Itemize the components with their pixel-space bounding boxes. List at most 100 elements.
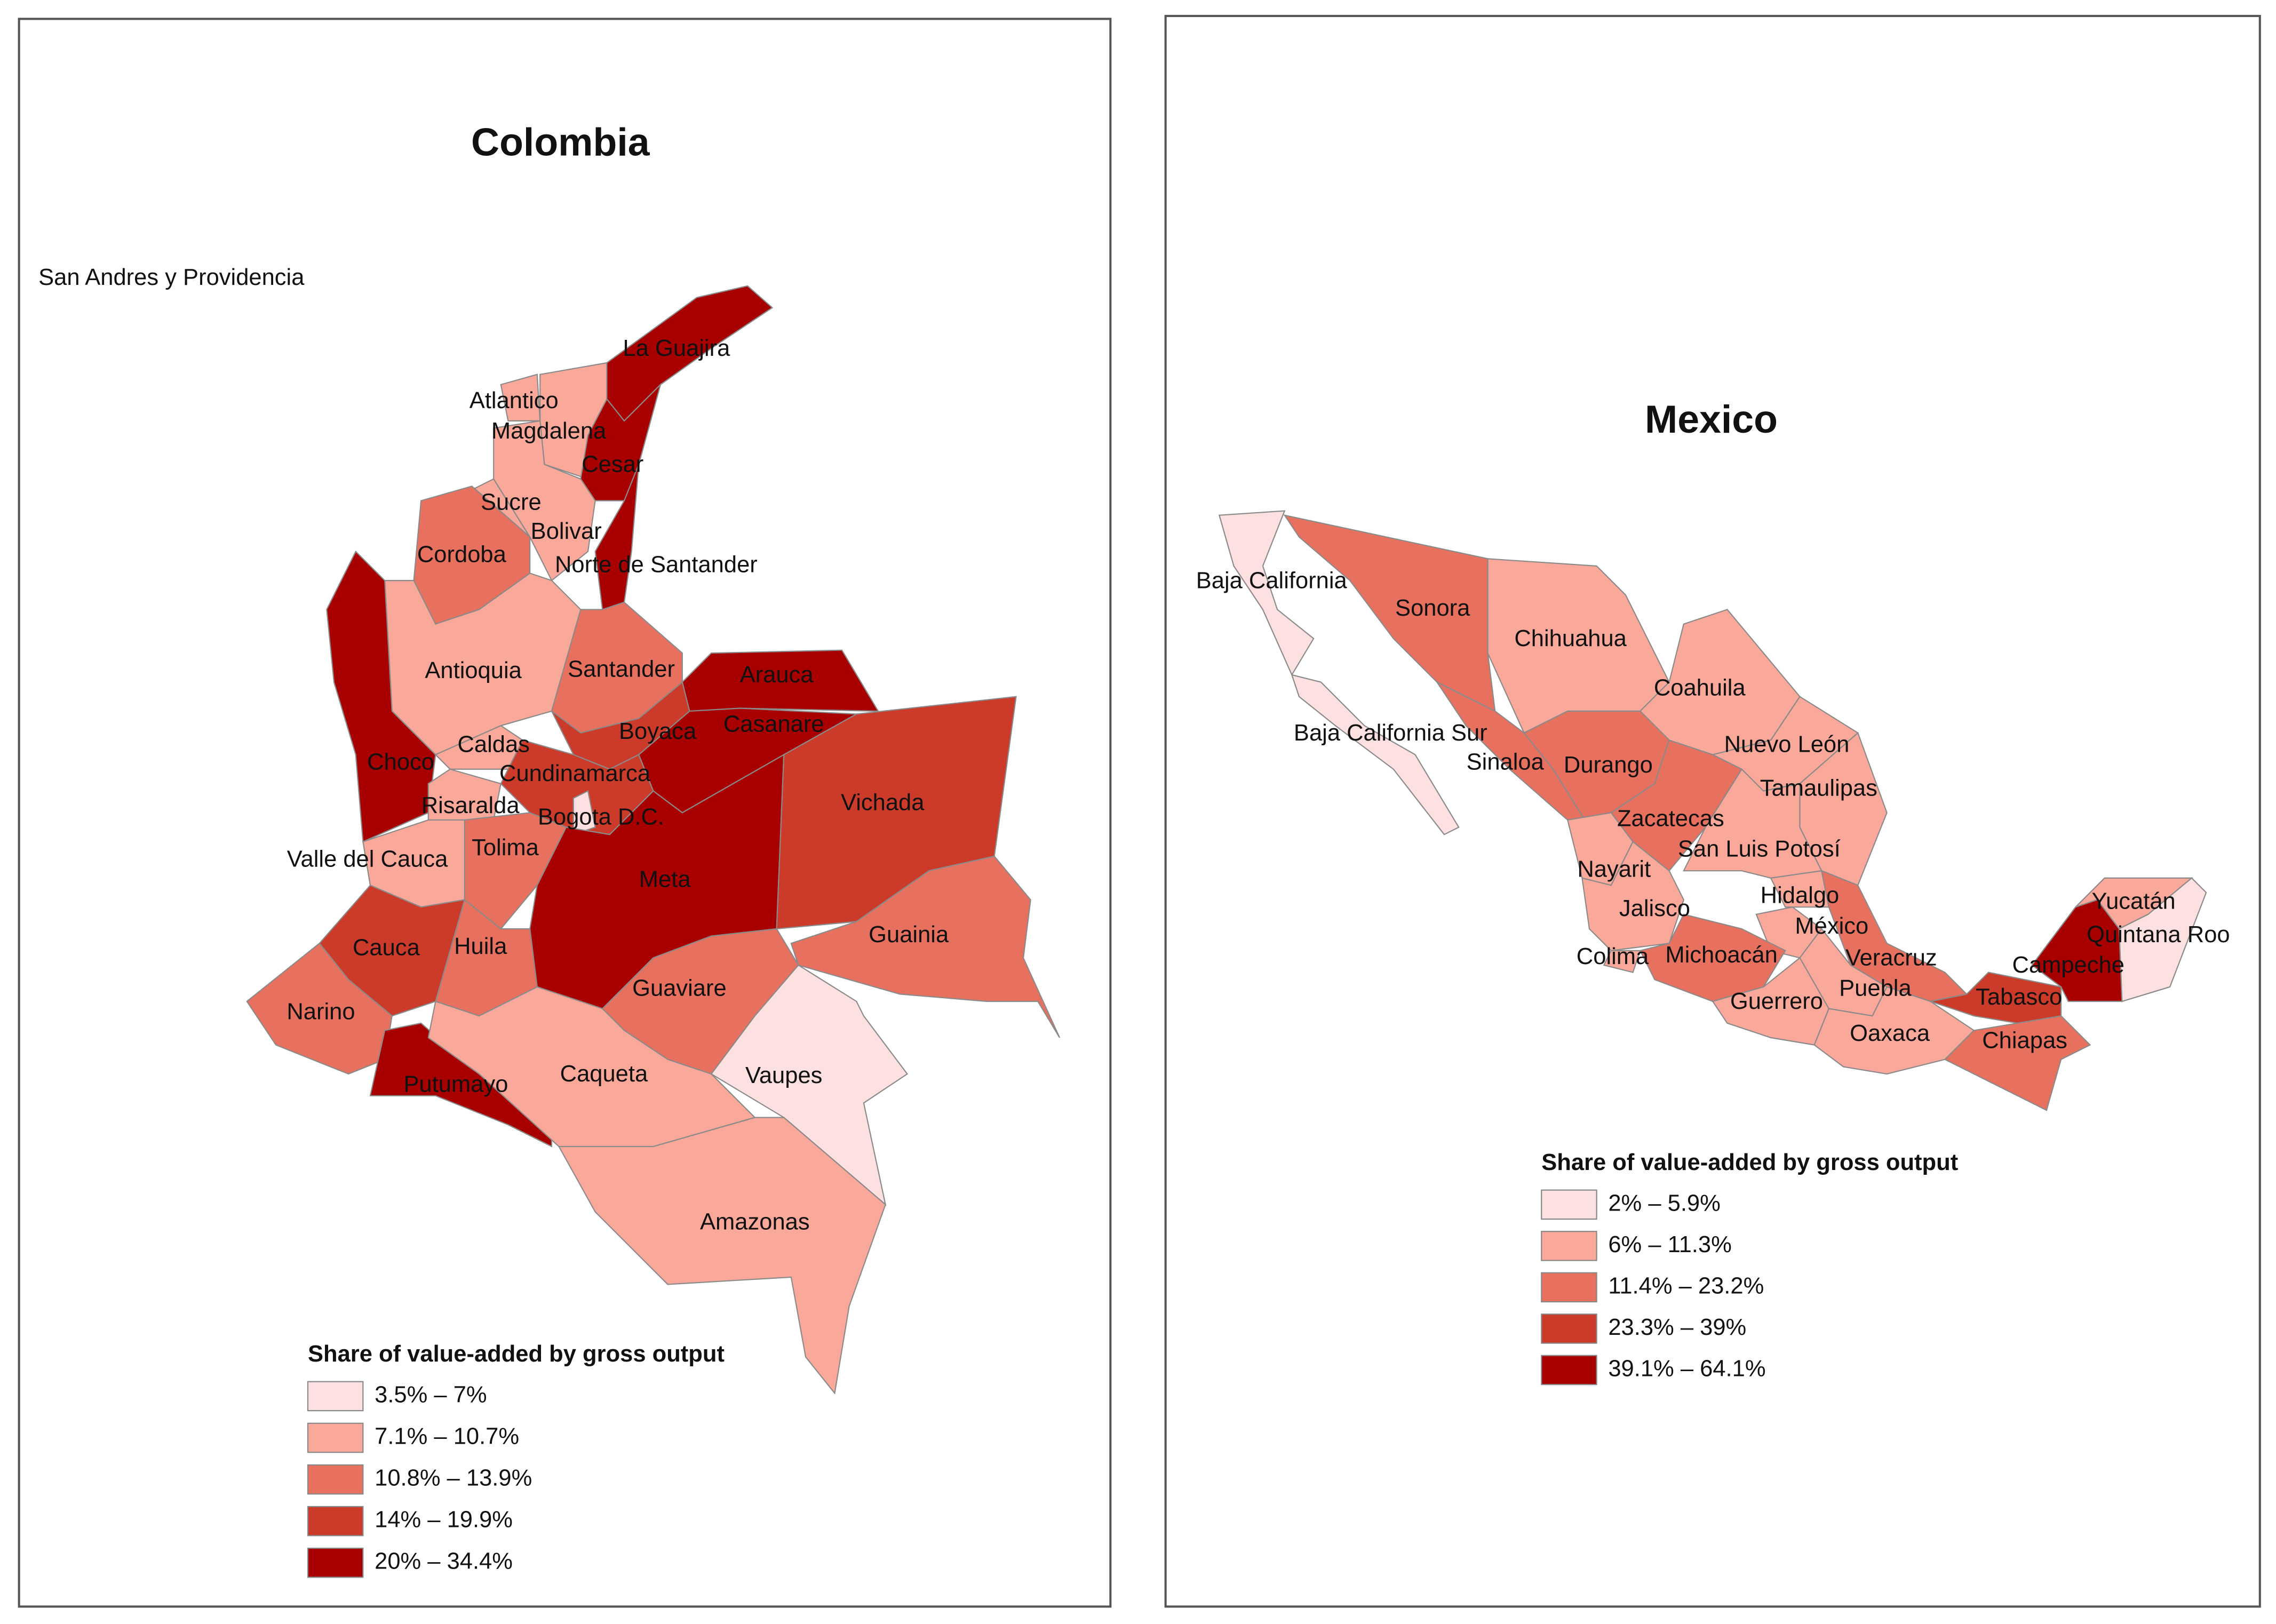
region-label: Cundinamarca <box>499 761 651 786</box>
legend-title: Share of value-added by gross output <box>1541 1150 1958 1175</box>
region-label: Bolivar <box>531 519 602 544</box>
legend-swatch <box>307 1381 364 1412</box>
region-label: Veracruz <box>1845 945 1937 971</box>
region-label: Sucre <box>481 489 542 515</box>
region-label: Campeche <box>2012 952 2124 978</box>
region-label: Narino <box>287 999 355 1024</box>
region <box>1291 674 1460 835</box>
region-label: Risaralda <box>421 793 520 818</box>
region-label: Nayarit <box>1577 857 1651 882</box>
region-label: Guaviare <box>632 976 727 1001</box>
region-label: Boyaca <box>619 719 697 744</box>
region-label: Nuevo León <box>1724 732 1850 758</box>
legend-swatch <box>307 1464 364 1495</box>
legend-label: 10.8% – 13.9% <box>375 1466 532 1491</box>
region <box>1944 1015 2091 1111</box>
legend-label: 11.4% – 23.2% <box>1608 1273 1764 1299</box>
region-label: Vichada <box>841 790 925 816</box>
region-label: Valle del Cauca <box>287 847 448 872</box>
region-label: Meta <box>639 867 691 893</box>
region-label: Norte de Santander <box>555 552 758 577</box>
region <box>493 420 596 582</box>
region-label: Sonora <box>1395 595 1470 621</box>
labels: Colombia San Andres y Providencia La Guaji… <box>38 120 2230 1578</box>
region <box>1928 972 2062 1024</box>
legend-swatch <box>307 1422 364 1453</box>
region-label: Arauca <box>740 662 814 688</box>
region-label: Puebla <box>1839 976 1912 1001</box>
region-label: Michoacán <box>1665 942 1777 968</box>
legend-label: 20% – 34.4% <box>375 1549 513 1574</box>
map-title: Mexico <box>1645 397 1778 441</box>
region-label: Jalisco <box>1619 896 1690 921</box>
region-label: La Guajira <box>623 336 731 361</box>
region-label: San Andres y Providencia <box>38 265 305 290</box>
region <box>2031 899 2123 1002</box>
region-label: San Luis Potosí <box>1678 837 1841 862</box>
region-label: Putumayo <box>403 1071 508 1097</box>
region-label: Cesar <box>582 452 643 477</box>
legend-title: Share of value-added by gross output <box>308 1341 725 1367</box>
region-label: Cordoba <box>417 542 507 567</box>
region-label: Caqueta <box>560 1061 648 1087</box>
region <box>1218 510 1315 676</box>
region <box>1603 950 1641 973</box>
legend-label: 6% – 11.3% <box>1608 1232 1731 1257</box>
region-label: Baja California Sur <box>1294 720 1487 746</box>
region-label: Baja California <box>1196 568 1348 593</box>
region-label: Amazonas <box>700 1209 810 1235</box>
region-label: Hidalgo <box>1761 883 1840 909</box>
region <box>1581 841 1685 951</box>
region-label: Sinaloa <box>1467 749 1545 775</box>
region <box>1813 986 1975 1075</box>
region-label: Yucatán <box>2091 889 2175 914</box>
region-label: Colima <box>1577 944 1649 969</box>
legend-label: 2% – 5.9% <box>1608 1190 1720 1216</box>
legend-label: 3.5% – 7% <box>375 1382 487 1407</box>
region-label: Atlantico <box>469 388 559 413</box>
region-label: Caldas <box>457 732 529 758</box>
region-label: Huila <box>454 934 507 959</box>
region-label: Vaupes <box>745 1063 822 1088</box>
legend-swatch <box>1541 1355 1597 1386</box>
region-label: Coahuila <box>1654 675 1746 701</box>
legend-swatch <box>307 1547 364 1578</box>
legend-swatch <box>1541 1231 1597 1261</box>
region <box>558 1117 886 1395</box>
legend-label: 39.1% – 64.1% <box>1608 1356 1765 1381</box>
region-label: Chiapas <box>1982 1028 2067 1054</box>
legend-swatch <box>1541 1272 1597 1303</box>
region <box>790 855 1061 1038</box>
legend-label: 7.1% – 10.7% <box>375 1423 519 1449</box>
regions <box>246 285 2207 1395</box>
region-label: Tabasco <box>1976 984 2062 1010</box>
region <box>427 768 502 821</box>
region-label: Bogota D.C. <box>538 805 664 830</box>
region <box>1639 913 1786 1002</box>
region-label: Guainia <box>869 922 949 948</box>
region-label: Guerrero <box>1730 989 1823 1014</box>
region-label: Oaxaca <box>1850 1021 1930 1046</box>
region-label: Santander <box>568 656 675 682</box>
legend-swatch <box>1541 1313 1597 1344</box>
region-label: Tolima <box>472 835 539 861</box>
region-label: Cauca <box>353 935 420 961</box>
region <box>1683 768 1823 879</box>
region-label: Antioquia <box>425 658 522 683</box>
legend-swatch <box>1541 1189 1597 1220</box>
region-label: Casanare <box>723 712 824 737</box>
map-title: Colombia <box>471 120 650 164</box>
legend-label: 14% – 19.9% <box>375 1507 513 1533</box>
region-label: Durango <box>1564 752 1653 778</box>
region-label: Choco <box>367 749 434 775</box>
region <box>572 790 596 835</box>
region-label: Magdalena <box>491 418 607 444</box>
region-label: Tamaulipas <box>1760 775 1877 801</box>
region-label: Quintana Roo <box>2087 922 2230 948</box>
legend-label: 23.3% – 39% <box>1608 1315 1746 1340</box>
region-label: Chihuahua <box>1514 626 1627 651</box>
legend-swatch <box>307 1506 364 1537</box>
region-label: México <box>1795 913 1868 939</box>
